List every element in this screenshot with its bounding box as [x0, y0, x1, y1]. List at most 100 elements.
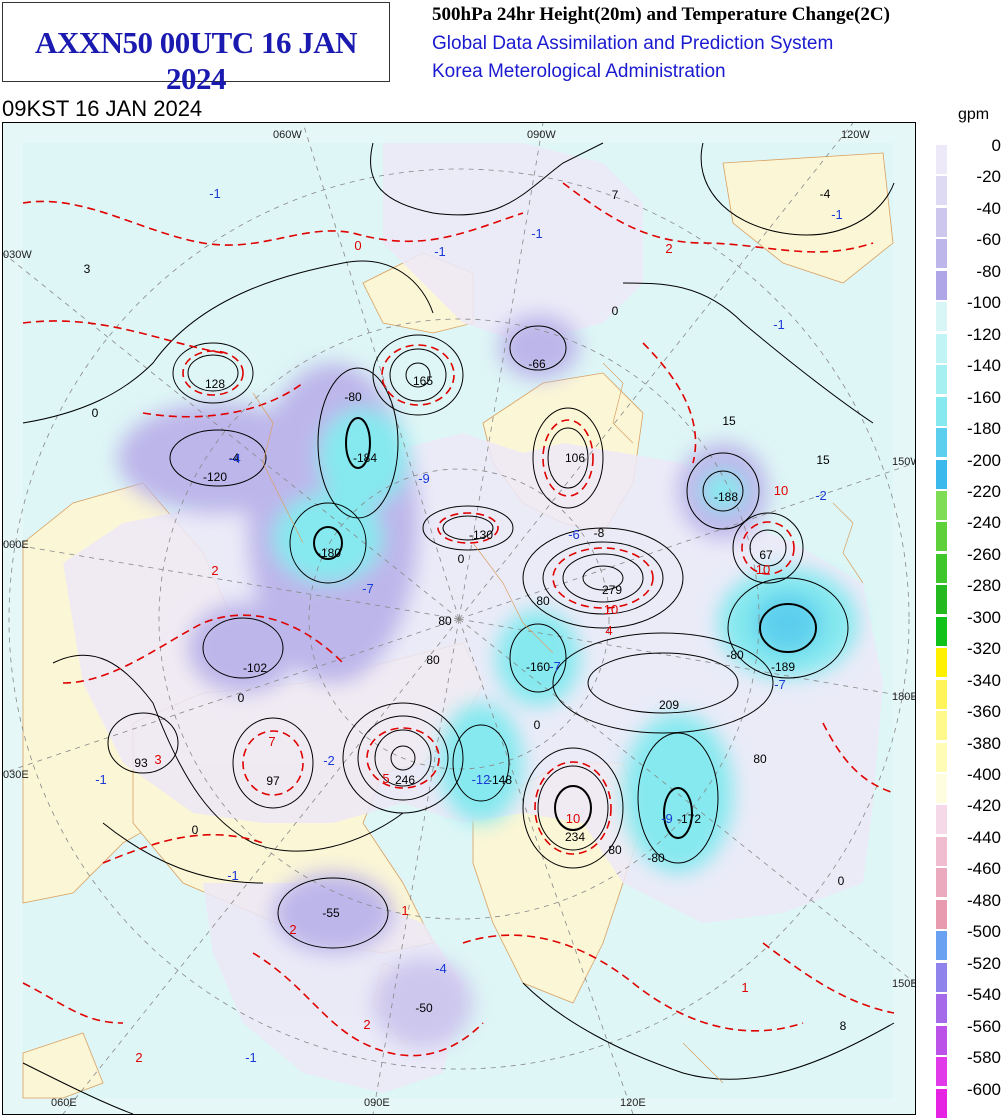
- graticule: [3, 123, 915, 1114]
- t-blue: -9: [661, 811, 673, 826]
- legend-swatch: [936, 616, 947, 646]
- h-label: 93: [134, 756, 148, 770]
- legend-tick: -400: [966, 765, 1001, 784]
- h-label: 7: [612, 188, 619, 202]
- t-red: 2: [211, 563, 218, 578]
- legend-tick: -360: [966, 702, 1001, 722]
- temp-labels-blue: -1 -1 -1 -1 -4 -9 -7 -7 -6 -2 -1 -12 -9 …: [95, 186, 843, 1065]
- legend-tick: -180: [966, 419, 1001, 439]
- legend-tick: -40: [976, 198, 1001, 218]
- coord-bottom-120e: 120E: [620, 1097, 646, 1109]
- legend-tick: -80: [976, 261, 1001, 281]
- legend-tick: -260: [966, 544, 1001, 564]
- height-labels: 128 165 -66 -184 106 -4 -120 -180 -130 2…: [84, 187, 847, 1033]
- t-blue: -1: [773, 317, 785, 332]
- legend-tick: -140: [966, 356, 1001, 376]
- valid-time: 09KST 16 JAN 2024: [2, 96, 203, 121]
- c-label: 80: [438, 614, 452, 628]
- legend-tick: -580: [966, 1048, 1001, 1068]
- c-label: 80: [536, 594, 550, 608]
- h-label: -55: [322, 906, 340, 920]
- legend-swatch: [936, 805, 947, 835]
- height-contours: [22, 142, 895, 1114]
- h-label: -184: [353, 451, 377, 465]
- map-canvas: 128 165 -66 -184 106 -4 -120 -180 -130 2…: [3, 123, 915, 1114]
- h-label: -189: [771, 660, 795, 674]
- product-title-box: AXXN50 00UTC 16 JAN 2024: [2, 2, 390, 96]
- product-code: AXXN50 00UTC 16 JAN 2024: [34, 25, 358, 96]
- t-blue: -4: [229, 451, 241, 466]
- t-blue: -6: [568, 527, 580, 542]
- h-label: -180: [317, 546, 341, 560]
- color-legend: gpm 0 -20 -40 -60 -80 -100 -120 -140 -160 -180 -20…: [934, 102, 1003, 1118]
- legend-swatch: [936, 302, 947, 332]
- t-red: 0: [354, 238, 361, 253]
- legend-swatch: [936, 207, 947, 237]
- legend-tick: -20: [976, 167, 1001, 187]
- legend-swatch: [936, 836, 947, 866]
- legend-swatch: [936, 1025, 947, 1055]
- legend-tick: -240: [966, 513, 1001, 533]
- t-blue: -1: [227, 868, 239, 883]
- legend-tick: -540: [966, 985, 1001, 1005]
- legend-swatch: [936, 176, 947, 206]
- t-red: 10: [566, 811, 580, 826]
- legend-swatch: [936, 994, 947, 1024]
- t-blue: -7: [362, 581, 374, 596]
- h-label: -8: [594, 526, 605, 540]
- legend-swatch: [936, 145, 947, 174]
- h-label: -120: [203, 470, 227, 484]
- legend-swatch: [936, 490, 947, 520]
- temp-labels-red: 0 2 2 3 7 5 10 10 10 10 4 2 1 2 1 2: [135, 238, 788, 1065]
- legend-swatch: [936, 648, 947, 678]
- t-blue: -1: [209, 186, 221, 201]
- h-label: -172: [677, 812, 701, 826]
- h-label: -160: [526, 660, 550, 674]
- h-label: -188: [714, 490, 738, 504]
- legend-tick: -100: [966, 293, 1001, 313]
- t-blue: -2: [323, 753, 335, 768]
- legend-swatch: [936, 270, 947, 300]
- c-label: 0: [92, 406, 99, 420]
- legend-tick: 0: [991, 136, 1001, 155]
- t-red: 2: [665, 241, 672, 256]
- h-label: -102: [243, 661, 267, 675]
- h-label: 97: [266, 774, 280, 788]
- h-label: 8: [840, 1019, 847, 1033]
- legend-swatch: [936, 711, 947, 741]
- legend-tick: -340: [966, 670, 1001, 690]
- legend-swatch: [936, 585, 947, 615]
- t-red: 4: [605, 623, 612, 638]
- legend-swatch: [936, 428, 947, 458]
- legend-unit: gpm: [958, 106, 990, 123]
- legend-tick: -600: [966, 1079, 1001, 1099]
- org-line-2: Korea Meterological Administration: [432, 61, 726, 82]
- t-blue: -2: [815, 488, 827, 503]
- c-label: 0: [238, 691, 245, 705]
- h-label: -50: [415, 1001, 433, 1015]
- map-panel: 128 165 -66 -184 106 -4 -120 -180 -130 2…: [2, 122, 916, 1115]
- h-label: 15: [722, 414, 736, 428]
- t-red: 2: [135, 1050, 142, 1065]
- h-label: -66: [528, 357, 546, 371]
- t-blue: -1: [531, 226, 543, 241]
- coastline-detail: [252, 362, 864, 1084]
- h-label: 3: [84, 262, 91, 276]
- t-red: 7: [268, 734, 275, 749]
- coord-right-150e: 150E: [892, 978, 916, 990]
- legend-swatch: [936, 774, 947, 803]
- legend-tick: -440: [966, 827, 1001, 847]
- t-red: 10: [756, 562, 770, 577]
- h-label: -4: [229, 451, 240, 465]
- contour-labels: 0 0 0 0 80 -80 80 80 80 -80 -80 80 0 0 0: [92, 304, 845, 888]
- legend-tick: -320: [966, 639, 1001, 659]
- legend-tick: -560: [966, 1016, 1001, 1036]
- coord-right-150w: 150W: [892, 456, 915, 468]
- legend-tick: -120: [966, 324, 1001, 344]
- t-red: 1: [741, 980, 748, 995]
- legend-tick: -200: [966, 450, 1001, 470]
- t-blue: -1: [434, 244, 446, 259]
- h-label: 279: [602, 583, 622, 597]
- coord-bottom-060e: 060E: [51, 1097, 77, 1109]
- c-label: 80: [426, 653, 440, 667]
